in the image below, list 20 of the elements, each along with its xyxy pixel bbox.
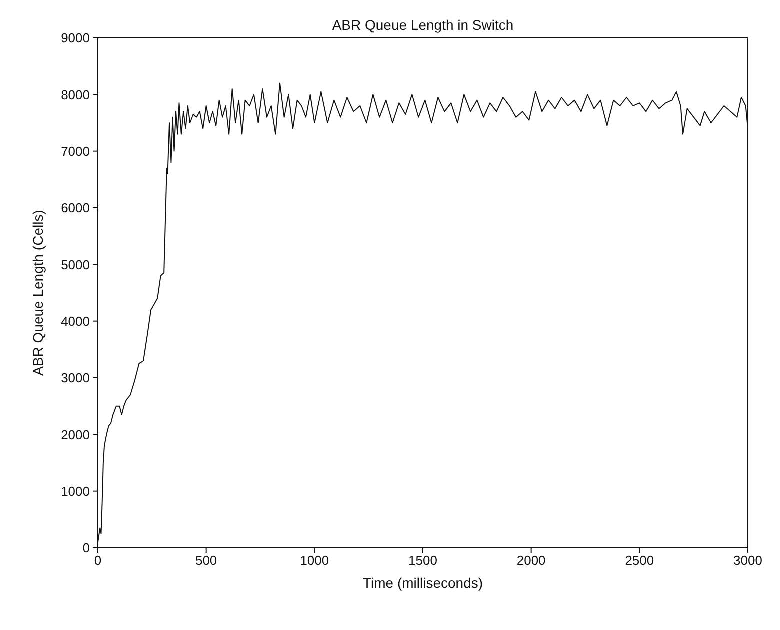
y-tick-label: 8000	[61, 87, 90, 102]
x-axis-title: Time (milliseconds)	[362, 575, 484, 591]
x-tick-label: 1500	[408, 553, 438, 568]
chart-title: ABR Queue Length in Switch	[332, 17, 514, 33]
x-tick-label: 2000	[516, 553, 546, 568]
y-tick-label: 0	[82, 540, 90, 556]
y-tick-label: 4000	[61, 314, 90, 329]
y-axis-title: ABR Queue Length (Cells)	[30, 210, 46, 376]
x-tick-label: 500	[195, 553, 218, 568]
y-tick-label: 7000	[61, 144, 90, 159]
x-tick-label: 3000	[734, 553, 762, 568]
y-tick-label: 1000	[61, 484, 90, 499]
y-tick-label: 3000	[61, 370, 90, 386]
y-tick-label: 9000	[61, 30, 90, 46]
x-tick-label: 2500	[625, 553, 654, 568]
y-tick-label: 2000	[61, 427, 90, 442]
x-tick-label: 0	[94, 553, 102, 568]
y-tick-label: 6000	[61, 200, 90, 216]
x-tick-label: 1000	[300, 553, 330, 568]
y-tick-label: 5000	[61, 257, 90, 272]
